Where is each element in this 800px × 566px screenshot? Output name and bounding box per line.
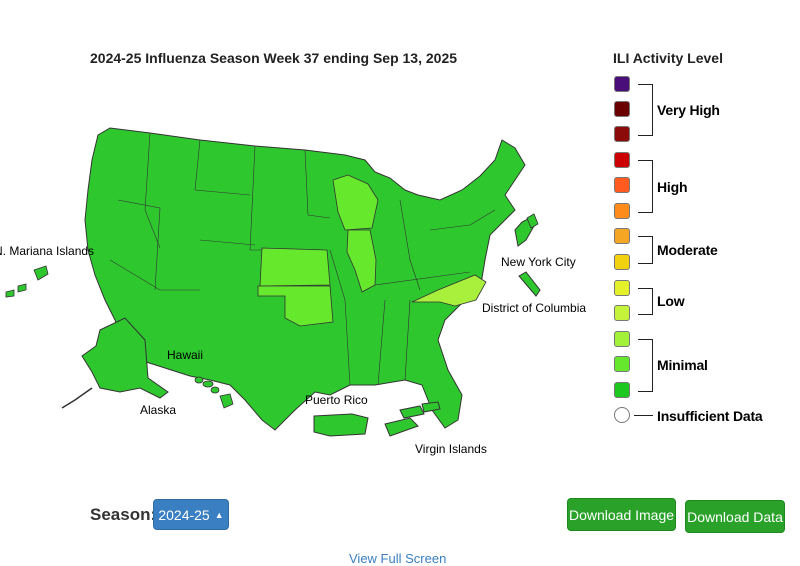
alaska-shape[interactable] [81, 317, 169, 399]
swatch-level-5 [614, 280, 630, 296]
label-puerto-rico: Puerto Rico [305, 393, 368, 407]
state-borders [109, 132, 496, 386]
label-virgin-islands: Virgin Islands [415, 442, 487, 456]
swatch-level-9 [614, 177, 630, 193]
mariana-shape[interactable] [5, 265, 49, 298]
swatch-level-3 [614, 331, 630, 347]
legend-title: ILI Activity Level [613, 50, 723, 66]
season-label: Season: [90, 505, 157, 524]
legend-high: High [657, 179, 688, 195]
swatch-level-7 [614, 228, 630, 244]
puerto-rico-shape[interactable] [313, 413, 369, 437]
label-alaska: Alaska [140, 403, 176, 417]
swatch-level-6 [614, 254, 630, 270]
wisconsin-shape[interactable] [332, 174, 379, 231]
nyc-island [526, 213, 539, 229]
dc-shape[interactable] [518, 271, 541, 297]
bracket-moderate [638, 236, 653, 264]
north-carolina-shape[interactable] [411, 274, 487, 307]
season-value: 2024-25 [158, 506, 210, 523]
bracket-low [638, 288, 653, 315]
hawaii-shape[interactable] [194, 376, 234, 409]
virgin-islands-shape[interactable] [384, 401, 441, 437]
illinois-shape[interactable] [346, 229, 377, 293]
alaska-islands [61, 387, 93, 409]
label-new-york-city: New York City [501, 255, 576, 269]
swatch-level-1 [614, 382, 630, 398]
legend-very-high: Very High [657, 102, 720, 118]
bracket-minimal [638, 339, 653, 392]
kansas-shape[interactable] [259, 247, 331, 287]
bracket-high [638, 160, 653, 213]
bracket-very-high [638, 84, 653, 136]
swatch-level-11 [614, 126, 630, 142]
label-dc: District of Columbia [482, 301, 586, 315]
season-select[interactable]: 2024-25 ▲ [153, 499, 229, 530]
swatch-level-4 [614, 305, 630, 321]
download-data-button[interactable]: Download Data [685, 500, 785, 533]
swatch-level-12 [614, 101, 630, 117]
swatch-level-2 [614, 356, 630, 372]
swatch-level-13 [614, 76, 630, 92]
legend-low: Low [657, 293, 685, 309]
oklahoma-shape[interactable] [257, 285, 334, 327]
label-hawaii: Hawaii [167, 348, 203, 362]
map-title: 2024-25 Influenza Season Week 37 ending … [90, 50, 458, 66]
legend-moderate: Moderate [657, 242, 718, 258]
swatch-insufficient [614, 407, 630, 423]
legend-minimal: Minimal [657, 357, 708, 373]
legend-insufficient: Insufficient Data [657, 408, 763, 424]
swatch-level-8 [614, 203, 630, 219]
caret-up-icon: ▲ [214, 509, 224, 520]
label-mariana: N. Mariana Islands [0, 244, 94, 258]
download-image-button[interactable]: Download Image [567, 498, 676, 531]
line-insufficient [634, 415, 653, 416]
swatch-level-10 [614, 152, 630, 168]
